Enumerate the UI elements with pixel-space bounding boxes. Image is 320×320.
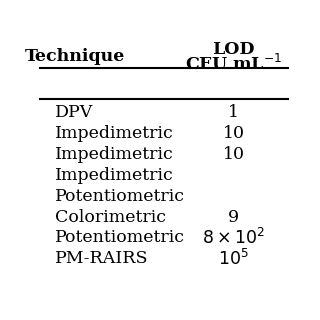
- Text: Impedimetric: Impedimetric: [55, 167, 174, 184]
- Text: Technique: Technique: [25, 48, 125, 65]
- Text: $8 \times 10^2$: $8 \times 10^2$: [202, 228, 265, 248]
- Text: Impedimetric: Impedimetric: [55, 146, 174, 163]
- Text: PM-RAIRS: PM-RAIRS: [55, 251, 148, 268]
- Text: 9: 9: [228, 209, 239, 226]
- Text: Colorimetric: Colorimetric: [55, 209, 166, 226]
- Text: Impedimetric: Impedimetric: [55, 125, 174, 142]
- Text: $10^5$: $10^5$: [218, 249, 249, 269]
- Text: LOD: LOD: [212, 41, 255, 58]
- Text: 1: 1: [228, 104, 239, 121]
- Text: Potentiometric: Potentiometric: [55, 188, 185, 204]
- Text: 10: 10: [222, 146, 244, 163]
- Text: DPV: DPV: [55, 104, 93, 121]
- Text: 10: 10: [222, 125, 244, 142]
- Text: CFU mL$^{-1}$: CFU mL$^{-1}$: [185, 54, 282, 74]
- Text: Potentiometric: Potentiometric: [55, 229, 185, 246]
